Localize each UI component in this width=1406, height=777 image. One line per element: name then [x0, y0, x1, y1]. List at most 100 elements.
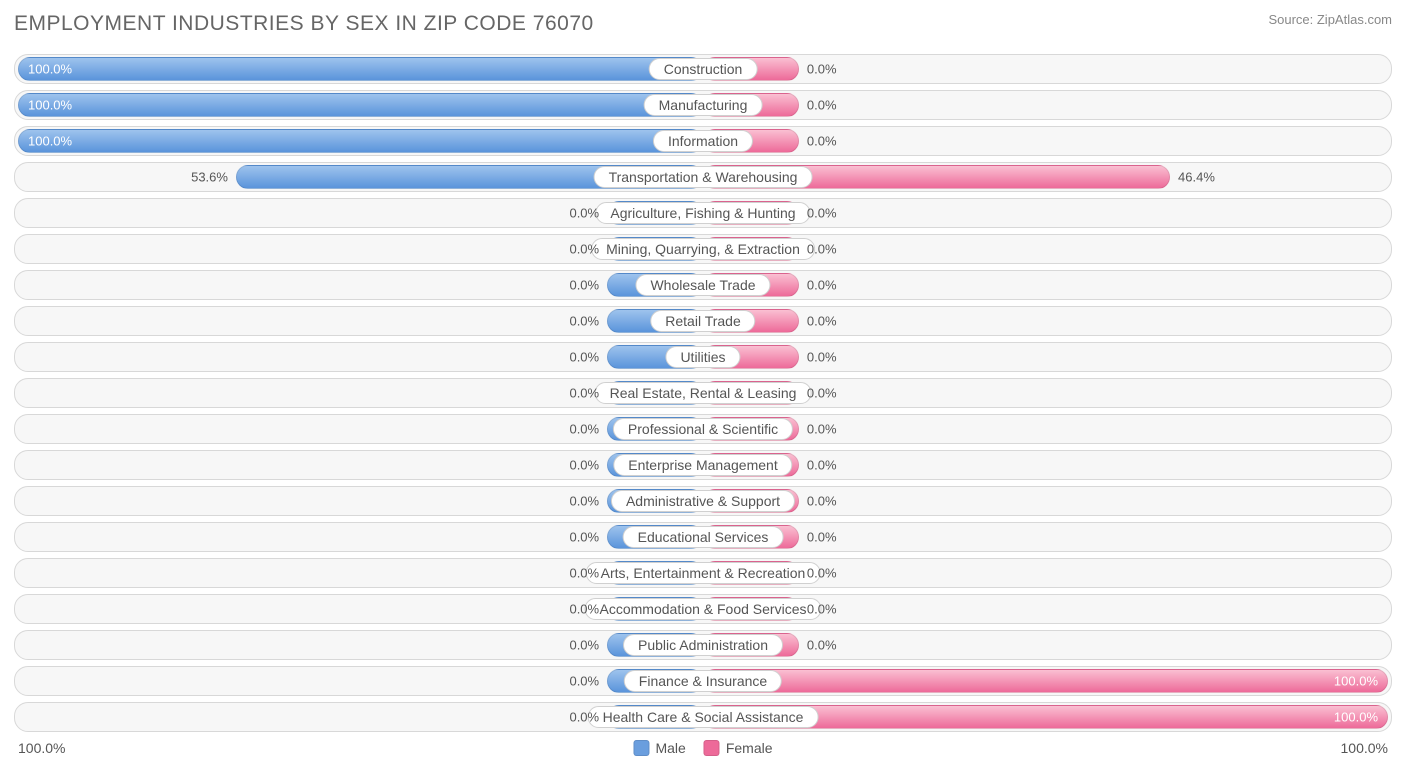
row-label: Transportation & Warehousing — [594, 166, 813, 188]
male-value: 0.0% — [569, 314, 599, 329]
female-value: 0.0% — [807, 566, 837, 581]
female-value: 0.0% — [807, 278, 837, 293]
bar-wrap: 0.0% 0.0%Arts, Entertainment & Recreation — [18, 561, 1388, 585]
bar-wrap: 100.0% 0.0% Manufacturing — [18, 93, 1388, 117]
chart-row: 0.0% 0.0%Mining, Quarrying, & Extraction — [14, 234, 1392, 264]
male-value: 0.0% — [569, 674, 599, 689]
row-label: Information — [653, 130, 753, 152]
legend-item-female: Female — [704, 740, 773, 756]
axis-right-label: 100.0% — [1341, 740, 1392, 756]
bar-wrap: 0.0%0.0%Professional & Scientific — [18, 417, 1388, 441]
legend-item-male: Male — [633, 740, 685, 756]
bar-wrap: 0.0% 100.0% Finance & Insurance — [18, 669, 1388, 693]
chart-source: Source: ZipAtlas.com — [1268, 12, 1392, 27]
row-label: Retail Trade — [650, 310, 755, 332]
female-value: 0.0% — [807, 134, 837, 149]
legend-label-male: Male — [655, 740, 685, 756]
chart-footer: 100.0% Male Female 100.0% — [14, 740, 1392, 756]
male-value: 100.0% — [28, 134, 72, 149]
female-value: 0.0% — [807, 350, 837, 365]
row-label: Enterprise Management — [613, 454, 792, 476]
axis-left-label: 100.0% — [14, 740, 65, 756]
male-value: 0.0% — [569, 602, 599, 617]
row-label: Public Administration — [623, 634, 783, 656]
female-value: 46.4% — [1178, 170, 1215, 185]
male-bar — [18, 129, 703, 153]
female-value: 0.0% — [807, 494, 837, 509]
row-label: Manufacturing — [644, 94, 763, 116]
bar-wrap: 0.0%0.0%Accommodation & Food Services — [18, 597, 1388, 621]
chart-row: 0.0% 0.0% Public Administration — [14, 630, 1392, 660]
male-value: 0.0% — [569, 710, 599, 725]
chart-row: 0.0% 100.0% Finance & Insurance — [14, 666, 1392, 696]
female-value: 100.0% — [1334, 710, 1378, 725]
chart-header: EMPLOYMENT INDUSTRIES BY SEX IN ZIP CODE… — [14, 12, 1392, 36]
female-value: 0.0% — [807, 530, 837, 545]
female-value: 0.0% — [807, 62, 837, 77]
row-label: Health Care & Social Assistance — [588, 706, 819, 728]
chart-row: 0.0%0.0%Professional & Scientific — [14, 414, 1392, 444]
chart-row: 0.0% 0.0%Agriculture, Fishing & Hunting — [14, 198, 1392, 228]
swatch-female — [704, 740, 720, 756]
bar-wrap: 100.0% 0.0% Information — [18, 129, 1388, 153]
bar-wrap: 0.0%0.0%Real Estate, Rental & Leasing — [18, 381, 1388, 405]
chart-row: 0.0% 0.0% Retail Trade — [14, 306, 1392, 336]
male-value: 0.0% — [569, 530, 599, 545]
bar-wrap: 0.0% 0.0%Agriculture, Fishing & Hunting — [18, 201, 1388, 225]
row-label: Educational Services — [623, 526, 784, 548]
chart-row: 0.0% 0.0% Educational Services — [14, 522, 1392, 552]
female-value: 0.0% — [807, 242, 837, 257]
male-value: 0.0% — [569, 350, 599, 365]
row-label: Agriculture, Fishing & Hunting — [595, 202, 810, 224]
bar-wrap: 0.0% 0.0% Public Administration — [18, 633, 1388, 657]
male-value: 100.0% — [28, 98, 72, 113]
bar-wrap: 0.0% 0.0% Utilities — [18, 345, 1388, 369]
male-value: 0.0% — [569, 566, 599, 581]
row-label: Arts, Entertainment & Recreation — [586, 562, 821, 584]
female-value: 0.0% — [807, 386, 837, 401]
male-value: 100.0% — [28, 62, 72, 77]
chart-row: 0.0%0.0%Enterprise Management — [14, 450, 1392, 480]
male-value: 53.6% — [191, 170, 228, 185]
bar-wrap: 0.0% 100.0% Health Care & Social Assistanc… — [18, 705, 1388, 729]
female-value: 0.0% — [807, 98, 837, 113]
bar-wrap: 0.0% 0.0% Educational Services — [18, 525, 1388, 549]
row-label: Professional & Scientific — [613, 418, 793, 440]
chart-row: 100.0%0.0%Construction — [14, 54, 1392, 84]
swatch-male — [633, 740, 649, 756]
chart-container: EMPLOYMENT INDUSTRIES BY SEX IN ZIP CODE… — [0, 0, 1406, 777]
female-value: 100.0% — [1334, 674, 1378, 689]
bar-wrap: 0.0% 0.0% Retail Trade — [18, 309, 1388, 333]
row-label: Utilities — [665, 346, 740, 368]
bar-wrap: 53.6% 46.4% Transportation & Warehousing — [18, 165, 1388, 189]
chart-row: 0.0% 0.0%Arts, Entertainment & Recreation — [14, 558, 1392, 588]
male-value: 0.0% — [569, 386, 599, 401]
male-value: 0.0% — [569, 278, 599, 293]
female-value: 0.0% — [807, 206, 837, 221]
row-label: Mining, Quarrying, & Extraction — [591, 238, 815, 260]
chart-area: 100.0%0.0%Construction100.0%0.0%Manufact… — [14, 54, 1392, 732]
bar-wrap: 0.0% 0.0% Wholesale Trade — [18, 273, 1388, 297]
chart-row: 0.0% 0.0% Wholesale Trade — [14, 270, 1392, 300]
male-value: 0.0% — [569, 494, 599, 509]
chart-row: 0.0% 0.0% Utilities — [14, 342, 1392, 372]
female-value: 0.0% — [807, 458, 837, 473]
chart-row: 100.0% 0.0% Information — [14, 126, 1392, 156]
chart-row: 53.6% 46.4% Transportation & Warehousing — [14, 162, 1392, 192]
row-label: Accommodation & Food Services — [585, 598, 822, 620]
chart-row: 0.0%0.0%Real Estate, Rental & Leasing — [14, 378, 1392, 408]
female-value: 0.0% — [807, 314, 837, 329]
male-value: 0.0% — [569, 206, 599, 221]
legend: Male Female — [633, 740, 772, 756]
row-label: Wholesale Trade — [635, 274, 770, 296]
female-value: 0.0% — [807, 422, 837, 437]
row-label: Finance & Insurance — [624, 670, 782, 692]
chart-row: 0.0%0.0%Administrative & Support — [14, 486, 1392, 516]
female-bar — [703, 669, 1388, 693]
bar-wrap: 100.0%0.0%Construction — [18, 57, 1388, 81]
chart-title: EMPLOYMENT INDUSTRIES BY SEX IN ZIP CODE… — [14, 12, 594, 36]
female-value: 0.0% — [807, 638, 837, 653]
male-value: 0.0% — [569, 638, 599, 653]
male-value: 0.0% — [569, 242, 599, 257]
male-bar — [18, 93, 703, 117]
